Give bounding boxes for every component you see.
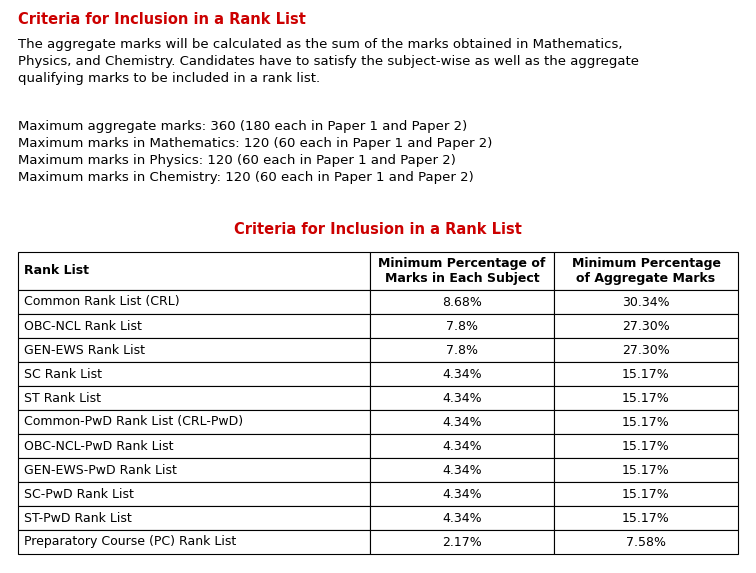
Text: 30.34%: 30.34% (622, 296, 670, 308)
Text: 4.34%: 4.34% (442, 367, 482, 380)
Text: Criteria for Inclusion in a Rank List: Criteria for Inclusion in a Rank List (234, 222, 522, 237)
Text: Physics, and Chemistry. Candidates have to satisfy the subject-wise as well as t: Physics, and Chemistry. Candidates have … (18, 55, 639, 68)
Bar (370, 482, 554, 506)
Text: Rank List: Rank List (24, 265, 89, 277)
Text: GEN-EWS Rank List: GEN-EWS Rank List (24, 343, 145, 356)
Bar (18, 338, 370, 362)
Bar (370, 338, 554, 362)
Bar (18, 410, 370, 434)
Text: 15.17%: 15.17% (622, 488, 670, 500)
Bar (18, 530, 370, 554)
Bar (554, 482, 738, 506)
Text: 8.68%: 8.68% (442, 296, 482, 308)
Bar (554, 458, 738, 482)
Text: 4.34%: 4.34% (442, 512, 482, 524)
Text: Preparatory Course (PC) Rank List: Preparatory Course (PC) Rank List (24, 536, 236, 548)
Text: 4.34%: 4.34% (442, 391, 482, 405)
Text: 15.17%: 15.17% (622, 512, 670, 524)
Bar (18, 290, 370, 314)
Text: 15.17%: 15.17% (622, 439, 670, 453)
Bar (554, 410, 738, 434)
Text: 15.17%: 15.17% (622, 415, 670, 429)
Text: SC-PwD Rank List: SC-PwD Rank List (24, 488, 134, 500)
Bar (554, 530, 738, 554)
Bar (554, 362, 738, 386)
Bar (18, 362, 370, 386)
Text: qualifying marks to be included in a rank list.: qualifying marks to be included in a ran… (18, 72, 320, 85)
Text: Criteria for Inclusion in a Rank List: Criteria for Inclusion in a Rank List (18, 12, 306, 27)
Text: 7.8%: 7.8% (446, 320, 478, 332)
Text: Maximum aggregate marks: 360 (180 each in Paper 1 and Paper 2): Maximum aggregate marks: 360 (180 each i… (18, 120, 467, 133)
Text: 15.17%: 15.17% (622, 464, 670, 477)
Text: ST-PwD Rank List: ST-PwD Rank List (24, 512, 132, 524)
Bar (554, 338, 738, 362)
Text: 4.34%: 4.34% (442, 464, 482, 477)
Text: Common-PwD Rank List (CRL-PwD): Common-PwD Rank List (CRL-PwD) (24, 415, 243, 429)
Text: Maximum marks in Physics: 120 (60 each in Paper 1 and Paper 2): Maximum marks in Physics: 120 (60 each i… (18, 154, 456, 167)
Text: OBC-NCL Rank List: OBC-NCL Rank List (24, 320, 142, 332)
Bar (18, 458, 370, 482)
Text: The aggregate marks will be calculated as the sum of the marks obtained in Mathe: The aggregate marks will be calculated a… (18, 38, 622, 51)
Bar (370, 506, 554, 530)
Bar (554, 434, 738, 458)
Text: 7.8%: 7.8% (446, 343, 478, 356)
Text: 4.34%: 4.34% (442, 415, 482, 429)
Bar (370, 434, 554, 458)
Bar (554, 386, 738, 410)
Text: OBC-NCL-PwD Rank List: OBC-NCL-PwD Rank List (24, 439, 173, 453)
Text: Minimum Percentage of
Marks in Each Subject: Minimum Percentage of Marks in Each Subj… (378, 257, 546, 285)
Bar (554, 252, 738, 290)
Text: 27.30%: 27.30% (622, 320, 670, 332)
Bar (554, 506, 738, 530)
Text: Common Rank List (CRL): Common Rank List (CRL) (24, 296, 180, 308)
Bar (370, 458, 554, 482)
Bar (18, 314, 370, 338)
Bar (370, 386, 554, 410)
Bar (370, 530, 554, 554)
Text: GEN-EWS-PwD Rank List: GEN-EWS-PwD Rank List (24, 464, 177, 477)
Bar (18, 506, 370, 530)
Text: 4.34%: 4.34% (442, 488, 482, 500)
Bar (554, 314, 738, 338)
Bar (370, 252, 554, 290)
Text: Maximum marks in Mathematics: 120 (60 each in Paper 1 and Paper 2): Maximum marks in Mathematics: 120 (60 ea… (18, 137, 492, 150)
Text: 15.17%: 15.17% (622, 391, 670, 405)
Bar (554, 290, 738, 314)
Bar (370, 410, 554, 434)
Bar (370, 290, 554, 314)
Text: 7.58%: 7.58% (626, 536, 666, 548)
Bar (18, 434, 370, 458)
Text: SC Rank List: SC Rank List (24, 367, 102, 380)
Bar (18, 252, 370, 290)
Text: ST Rank List: ST Rank List (24, 391, 101, 405)
Text: Maximum marks in Chemistry: 120 (60 each in Paper 1 and Paper 2): Maximum marks in Chemistry: 120 (60 each… (18, 171, 474, 184)
Text: 27.30%: 27.30% (622, 343, 670, 356)
Bar (18, 482, 370, 506)
Bar (18, 386, 370, 410)
Text: 4.34%: 4.34% (442, 439, 482, 453)
Bar (370, 362, 554, 386)
Text: 2.17%: 2.17% (442, 536, 482, 548)
Text: 15.17%: 15.17% (622, 367, 670, 380)
Text: Minimum Percentage
of Aggregate Marks: Minimum Percentage of Aggregate Marks (572, 257, 720, 285)
Bar (370, 314, 554, 338)
